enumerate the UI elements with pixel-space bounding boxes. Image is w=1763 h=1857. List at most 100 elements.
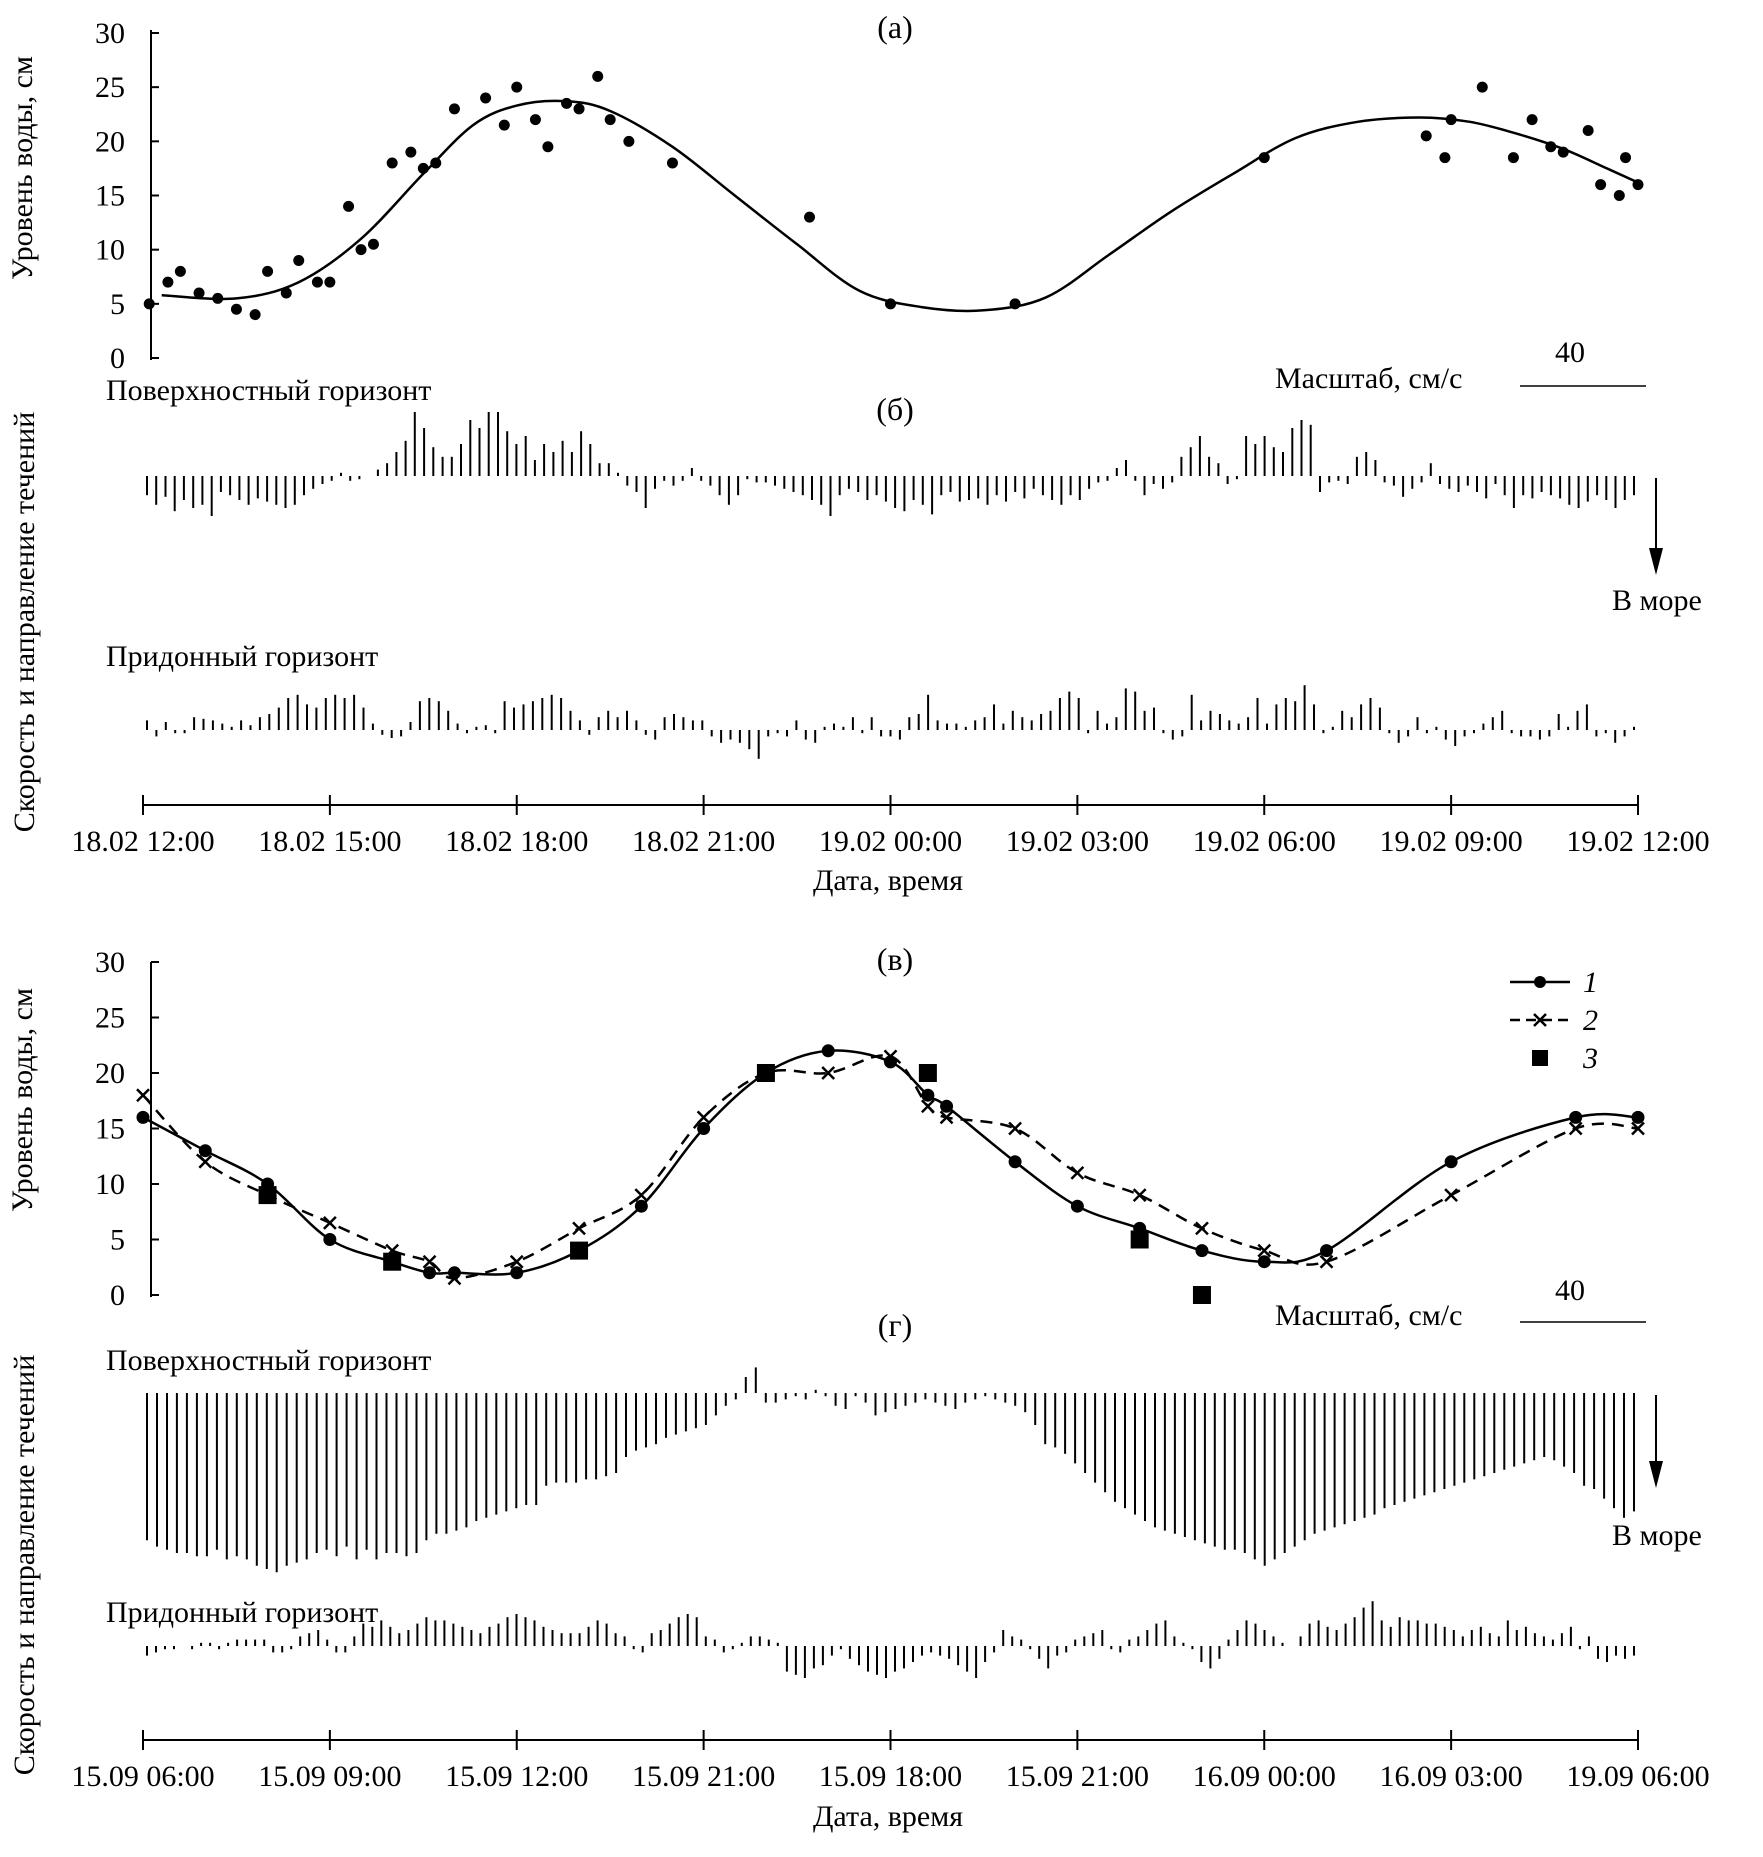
data-point [623,135,635,147]
panel-d-surface-bars [146,1367,1635,1573]
x-tick-label: 15.09 06:00 [71,1760,214,1793]
legend-2-label: 2 [1583,1004,1598,1037]
y-tick-label: 25 [95,1002,125,1035]
y-tick-label: 0 [110,342,125,375]
panel-b-scale: Масштаб, см/с 40 [1275,336,1646,395]
series-1-point [1320,1244,1334,1258]
series-1-point [510,1266,524,1280]
data-point [212,292,224,304]
x-tick-label: 15.09 09:00 [258,1760,401,1793]
panel-d-bottom-bars [146,1601,1635,1678]
panel-c-series-3-markers [258,1064,1211,1304]
series-3-point [1192,1286,1211,1304]
y-tick-label: 5 [110,288,125,321]
series-1-point [1257,1255,1271,1269]
series-1-point [940,1099,954,1113]
series-2-point [1008,1121,1022,1136]
data-point [804,211,816,223]
series-2-point [322,1215,337,1230]
data-point [143,298,155,310]
data-point [1526,114,1538,126]
series-2-point [939,1110,954,1125]
x-tick-label: 18.02 18:00 [445,825,588,858]
scale-value-d: 40 [1555,1274,1585,1307]
direction-arrowhead-b [1649,548,1663,575]
y-tick-label: 10 [95,234,125,267]
series-2-point [1319,1254,1334,1269]
data-point [1545,141,1557,153]
panel-d: (г) Скорость и направление течений Повер… [8,1307,1710,1833]
panel-c-label: (в) [877,941,913,977]
y-tick-label: 30 [95,946,125,979]
data-point [1258,152,1270,164]
panel-c-legend: 1 2 3 [1510,966,1598,1075]
series-2-point [509,1254,524,1269]
legend-1-marker [1534,976,1546,988]
panel-c-ylabel: Уровень воды, см [6,988,39,1212]
series-2-point [1257,1243,1272,1258]
data-point [542,141,554,153]
x-tick-label: 16.09 03:00 [1379,1760,1522,1793]
x-tick-label: 19.02 12:00 [1566,825,1709,858]
series-2-point [198,1154,213,1169]
panel-b-ylabel: Скорость и направление течений [8,412,41,833]
y-tick-label: 15 [95,180,125,213]
panel-d-xlabel: Дата, время [813,1800,963,1833]
data-point [480,92,492,104]
series-3-point [258,1186,277,1205]
x-tick-label: 15.09 21:00 [632,1760,775,1793]
series-2-point [920,1099,935,1114]
panel-a-y-ticks: 0 5 10 15 20 25 30 [95,17,159,375]
data-point [324,276,336,288]
y-tick-label: 10 [95,1168,125,1201]
series-2-point [1631,1121,1645,1136]
data-point [1507,152,1519,164]
panel-d-scale: Масштаб, см/с 40 [1275,1274,1646,1332]
series-3-point [918,1064,937,1082]
data-point [193,287,205,299]
x-tick-label: 15.09 18:00 [819,1760,962,1793]
series-2-point [136,1088,150,1103]
series-2-point [634,1188,649,1202]
legend-2-marker [1533,1013,1547,1027]
panel-c-series-2-markers [136,1049,1645,1286]
bottom-horizon-label-d: Придонный горизонт [106,1596,378,1629]
data-point [498,119,510,131]
panel-b-x-ticks: 18.02 12:00 18.02 15:00 18.02 18:00 18.02 2… [71,795,1710,858]
data-point [249,309,261,321]
y-tick-label: 0 [110,1279,125,1312]
y-tick-label: 5 [110,1224,125,1257]
series-1-point [821,1044,835,1058]
x-tick-label: 15.09 12:00 [445,1760,588,1793]
panel-c-series-2-line [142,1054,1639,1280]
bottom-horizon-label-b: Придонный горизонт [106,640,378,673]
x-tick-label: 18.02 12:00 [71,825,214,858]
panel-c-series-1-markers [136,1044,1645,1280]
series-2-point [422,1254,437,1269]
data-point [1582,125,1594,136]
data-point [885,298,896,310]
series-3-point [756,1064,775,1082]
series-2-point [1195,1221,1209,1236]
series-2-point [1132,1188,1147,1202]
data-point [417,162,429,174]
data-point [262,265,274,277]
panel-c-y-ticks: 0 5 10 15 20 25 30 [95,946,159,1312]
data-point [430,157,442,169]
data-point [592,70,604,82]
legend-1-label: 1 [1583,966,1598,999]
series-2-point [1444,1188,1459,1202]
series-2-point [572,1221,586,1236]
data-point [162,276,174,288]
series-1-point [634,1199,648,1213]
panel-a-points [143,70,1644,321]
panel-d-ylabel: Скорость и направление течений [8,1355,41,1776]
panel-a: (а) Уровень воды, см 0 5 10 15 20 25 30 [6,9,1644,375]
panel-c: (в) Уровень воды, см 0 5 10 15 20 25 30 1 2 3 [6,941,1645,1312]
surface-horizon-label-b: Поверхностный горизонт [106,374,431,407]
series-1-point [1631,1110,1645,1124]
data-point [561,97,573,109]
series-1-point [1008,1155,1022,1169]
data-point [511,81,523,93]
y-tick-label: 15 [95,1113,125,1146]
